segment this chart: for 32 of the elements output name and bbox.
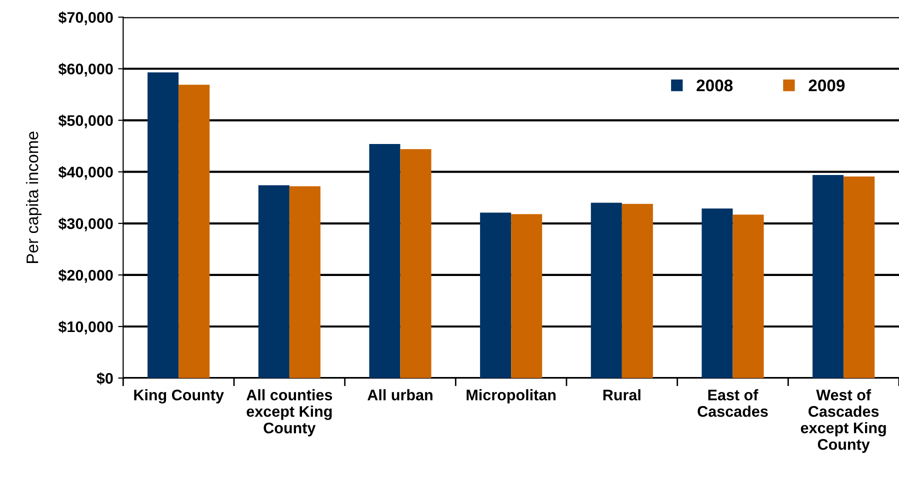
bar	[148, 72, 179, 378]
x-tick-label: West of Cascades except King County	[800, 389, 886, 453]
bar	[400, 149, 432, 378]
x-tick-label: East of Cascades	[698, 389, 768, 417]
x-tick-label: Rural	[603, 389, 640, 400]
bar	[289, 186, 320, 378]
bar	[622, 204, 653, 378]
bar	[511, 214, 542, 378]
y-tick-label: $10,000	[58, 320, 113, 334]
y-tick-label: $40,000	[58, 166, 113, 180]
x-tick-label: All urban	[368, 389, 432, 400]
y-axis-title: Per capita income	[26, 132, 42, 263]
bar	[590, 202, 622, 378]
x-tick-label: All counties except King County	[246, 389, 332, 436]
y-tick-label: $0	[96, 372, 113, 385]
bar	[844, 176, 875, 378]
y-tick-label: $70,000	[58, 11, 113, 26]
x-tick-label: Micropolitan	[466, 389, 556, 404]
legend-label: 2008	[696, 80, 733, 92]
x-tick-label: King County	[134, 389, 224, 404]
bar	[732, 214, 764, 378]
bar	[480, 212, 512, 378]
bar	[258, 185, 290, 378]
y-tick-label: $20,000	[58, 269, 113, 283]
legend-label: 2009	[808, 80, 845, 92]
bar	[702, 208, 733, 378]
bar	[369, 144, 400, 378]
y-tick-label: $60,000	[58, 62, 113, 77]
bar	[812, 174, 844, 378]
y-tick-label: $50,000	[58, 114, 113, 128]
y-tick-label: $30,000	[58, 218, 113, 232]
bar	[178, 84, 210, 378]
